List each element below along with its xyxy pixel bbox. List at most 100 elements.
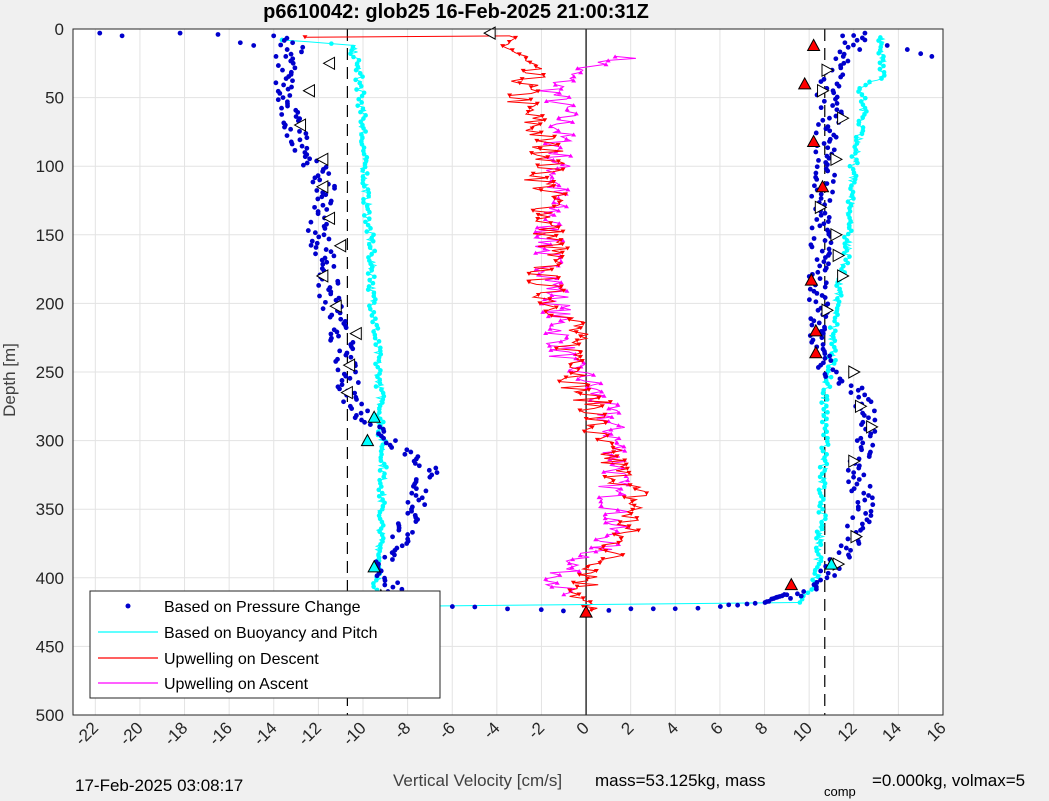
buoyancy-pitch-point <box>361 116 366 121</box>
upwelling-descent-point <box>543 309 549 314</box>
pressure-change-point <box>808 242 814 248</box>
upwelling-descent-point <box>509 48 515 53</box>
pressure-change-point <box>427 474 433 480</box>
upwelling-ascent-point <box>616 423 622 428</box>
pressure-change-point <box>119 33 125 39</box>
upwelling-descent-point <box>535 89 541 94</box>
upwelling-descent-point <box>558 284 564 289</box>
upwelling-ascent-point <box>558 145 564 150</box>
buoyancy-pitch-point <box>821 406 826 412</box>
buoyancy-pitch-point <box>823 513 828 518</box>
pressure-change-point <box>809 322 815 328</box>
upwelling-descent-point <box>519 77 525 82</box>
buoyancy-pitch-point <box>372 300 377 305</box>
pressure-change-point <box>347 375 353 381</box>
upwelling-ascent-point <box>608 427 614 432</box>
buoyancy-pitch-point <box>360 74 365 79</box>
pressure-change-point <box>335 280 341 286</box>
upwelling-descent-point <box>523 56 529 61</box>
pressure-change-point <box>862 392 868 398</box>
upwelling-ascent-point <box>558 339 564 344</box>
buoyancy-pitch-point <box>842 234 847 240</box>
upwelling-descent-point <box>551 204 557 209</box>
buoyancy-pitch-point <box>361 184 367 189</box>
descent-triangle-marker <box>302 83 315 98</box>
pressure-change-point <box>836 550 842 556</box>
upwelling-descent-point <box>610 479 616 484</box>
pressure-change-point <box>868 508 874 514</box>
pressure-change-point <box>825 145 831 151</box>
buoyancy-pitch-point <box>355 103 360 108</box>
x-tick-label: 8 <box>751 718 771 738</box>
upwelling-descent-point <box>549 267 555 272</box>
pressure-change-point <box>416 463 422 469</box>
upwelling-descent-point <box>559 242 565 247</box>
upwelling-descent-point <box>534 138 540 143</box>
buoyancy-pitch-point <box>837 286 842 292</box>
buoyancy-pitch-point <box>849 228 854 234</box>
buoyancy-pitch-point <box>879 41 884 47</box>
pressure-change-point <box>848 390 854 395</box>
buoyancy-pitch-point <box>361 213 367 218</box>
y-tick-label: 400 <box>36 569 64 588</box>
pressure-change-point <box>855 387 861 393</box>
buoyancy-pitch-point <box>860 125 866 130</box>
upwelling-ascent-point <box>608 431 614 436</box>
upwelling-descent-point <box>528 85 534 90</box>
pressure-change-point <box>280 67 285 73</box>
upwelling-descent-point <box>530 208 536 213</box>
upwelling-descent-point <box>541 72 547 77</box>
pressure-change-point <box>816 157 821 163</box>
pressure-change-point <box>97 30 103 36</box>
upwelling-descent-point <box>602 412 608 417</box>
pressure-change-point <box>862 497 868 503</box>
pressure-change-point <box>819 335 825 341</box>
upwelling-descent-point <box>538 130 544 135</box>
upwelling-ascent-point <box>549 292 555 297</box>
upwelling-descent-point <box>585 383 591 388</box>
pressure-change-point <box>323 192 329 198</box>
pressure-change-point <box>830 189 835 195</box>
pressure-change-point <box>285 103 290 109</box>
buoyancy-pitch-point <box>359 93 365 99</box>
pressure-change-point <box>822 238 828 244</box>
buoyancy-pitch-point <box>348 51 353 56</box>
footer-timestamp: 17-Feb-2025 03:08:17 <box>75 776 243 795</box>
pressure-change-point <box>404 447 410 453</box>
upwelling-descent-point <box>620 553 626 558</box>
upwelling-descent-point <box>644 491 650 496</box>
buoyancy-pitch-point <box>818 539 823 544</box>
buoyancy-pitch-point <box>831 335 836 340</box>
cyan-triangle-marker <box>367 410 381 423</box>
pressure-change-point <box>801 589 807 594</box>
pressure-change-point <box>405 510 411 516</box>
upwelling-descent-point <box>576 342 582 347</box>
pressure-change-point <box>856 394 862 400</box>
upwelling-ascent-point <box>614 528 620 533</box>
upwelling-ascent-point <box>622 448 628 453</box>
pressure-change-point <box>628 606 634 612</box>
upwelling-descent-point <box>560 229 566 234</box>
x-tick-labels: -22 -20 -18 -16 -14 -12 -10 -8 -6 -4 -2 0 2 4 6 8 10 12 14… <box>71 718 950 749</box>
pressure-change-point <box>327 314 333 320</box>
ascent-triangle-marker <box>830 152 843 167</box>
x-tick-label: -20 <box>116 718 147 749</box>
pressure-change-point <box>310 179 316 185</box>
pressure-change-point <box>843 545 849 551</box>
pressure-change-point <box>284 47 290 52</box>
ascent-triangle-marker <box>850 529 864 544</box>
upwelling-descent-point <box>631 503 637 508</box>
upwelling-descent-point <box>520 68 526 73</box>
buoyancy-pitch-point <box>805 590 811 596</box>
upwelling-descent-point <box>578 350 584 355</box>
pressure-change-point <box>827 198 833 203</box>
buoyancy-pitch-point <box>863 95 868 101</box>
red-triangle-marker <box>806 38 821 51</box>
buoyancy-pitch-point <box>373 316 378 322</box>
cyan-triangle-marker <box>367 559 381 573</box>
pressure-change-point <box>863 511 869 516</box>
buoyancy-pitch-point <box>824 452 829 457</box>
buoyancy-pitch-point <box>363 219 368 225</box>
buoyancy-pitch-point <box>367 209 372 215</box>
pressure-change-point <box>860 525 866 531</box>
